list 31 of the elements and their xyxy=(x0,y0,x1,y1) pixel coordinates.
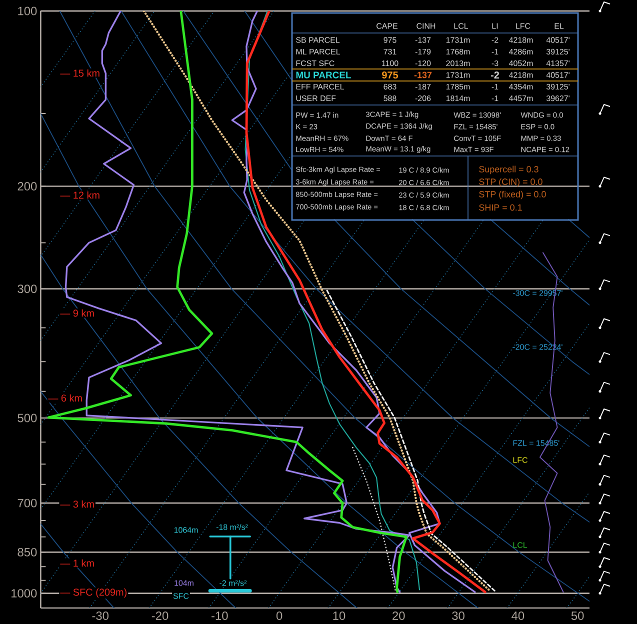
annotation: — 15 km xyxy=(60,69,100,77)
y-tick-label: 1000 xyxy=(11,589,37,598)
annotation: -2 xyxy=(490,72,500,78)
y-tick-label: 850 xyxy=(18,548,37,556)
annotation: -137 xyxy=(414,72,432,78)
annotation: — 9 km xyxy=(60,309,94,317)
y-tick-label: 500 xyxy=(18,414,37,422)
annotation: — 12 km xyxy=(60,191,100,199)
annotation: — 3 km xyxy=(60,500,94,508)
annotation: — 6 km xyxy=(48,394,82,402)
annotation: 975 xyxy=(382,71,398,79)
x-tick-label: 30 xyxy=(452,612,464,620)
x-tick-label: -30 xyxy=(92,612,109,620)
annotation: SHIP = 0.1 xyxy=(479,204,522,211)
x-tick-label: 20 xyxy=(392,612,405,620)
x-tick-label: 0 xyxy=(276,612,282,620)
x-tick-label: 50 xyxy=(571,612,584,620)
x-tick-label: 10 xyxy=(333,612,346,620)
y-tick-label: 200 xyxy=(18,182,37,190)
annotation: STP (CIN) = 0.0 xyxy=(479,178,542,187)
x-tick-label: -10 xyxy=(212,612,228,620)
annotation: MU PARCEL xyxy=(296,72,351,78)
annotation: Supercell = 0.3 xyxy=(479,166,538,174)
y-tick-label: 300 xyxy=(18,284,37,294)
x-tick-label: 40 xyxy=(512,612,524,620)
x-tick-label: -20 xyxy=(152,612,168,620)
annotation: STP (fixed) = 0.0 xyxy=(479,190,546,200)
annotation: — 1 km xyxy=(60,559,94,567)
y-tick-label: 700 xyxy=(18,498,37,508)
annotation: — SFC (209m) xyxy=(60,588,127,598)
y-tick-label: 100 xyxy=(18,6,37,16)
